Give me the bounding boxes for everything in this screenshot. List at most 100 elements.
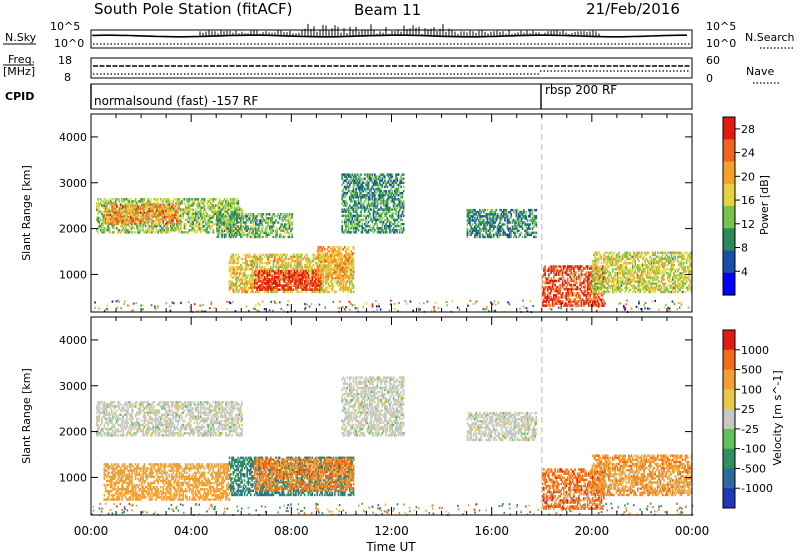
- range-cell: [143, 205, 146, 208]
- range-cell: [318, 258, 321, 261]
- range-cell: [152, 219, 155, 223]
- range-cell: [303, 274, 306, 277]
- range-cell: [283, 288, 286, 291]
- range-cell: [352, 276, 355, 280]
- range-cell: [336, 246, 339, 249]
- range-cell: [412, 309, 414, 312]
- range-cell: [251, 268, 253, 271]
- range-cell: [201, 310, 203, 313]
- range-cell: [361, 222, 364, 226]
- range-cell: [280, 288, 282, 292]
- range-cell: [374, 218, 376, 222]
- range-cell: [292, 265, 295, 269]
- range-cell: [251, 280, 253, 283]
- range-cell: [360, 196, 362, 199]
- range-cell: [343, 259, 346, 263]
- range-cell: [116, 222, 118, 226]
- range-cell: [275, 253, 277, 257]
- range-cell: [479, 213, 481, 216]
- range-cell: [374, 229, 376, 232]
- range-cell: [184, 218, 187, 222]
- range-cell: [266, 271, 268, 275]
- range-cell: [322, 258, 325, 261]
- range-cell: [417, 307, 420, 310]
- range-cell: [366, 224, 369, 228]
- range-cell: [471, 227, 474, 230]
- range-cell: [253, 284, 256, 287]
- range-cell: [220, 204, 222, 207]
- range-cell: [390, 179, 392, 182]
- range-cell: [232, 261, 235, 265]
- range-cell: [317, 266, 320, 270]
- range-cell: [303, 284, 306, 287]
- range-cell: [263, 288, 266, 291]
- range-cell: [380, 220, 382, 224]
- range-cell: [235, 222, 237, 226]
- range-cell: [243, 257, 246, 261]
- range-cell: [343, 268, 346, 271]
- range-cell: [103, 215, 106, 219]
- range-cell: [341, 198, 344, 201]
- range-cell: [328, 270, 331, 273]
- range-cell: [376, 222, 379, 226]
- range-cell: [280, 271, 282, 275]
- range-cell: [571, 308, 574, 311]
- range-cell: [397, 194, 400, 197]
- range-cell: [310, 265, 312, 269]
- range-cell: [179, 220, 182, 224]
- range-cell: [332, 300, 335, 303]
- range-cell: [318, 278, 321, 281]
- range-cell: [173, 208, 176, 211]
- range-cell: [351, 222, 354, 226]
- range-cell: [167, 215, 170, 219]
- range-cell: [518, 219, 520, 222]
- range-cell: [553, 304, 555, 307]
- range-cell: [394, 231, 396, 234]
- range-cell: [351, 216, 354, 220]
- range-cell: [376, 200, 379, 203]
- range-cell: [189, 229, 192, 232]
- range-cell: [134, 215, 137, 219]
- range-cell: [169, 207, 172, 210]
- range-cell: [162, 221, 165, 225]
- range-cell: [528, 215, 530, 218]
- range-cell: [117, 229, 119, 232]
- range-cell: [566, 267, 569, 270]
- range-cell: [561, 265, 564, 268]
- range-cell: [550, 279, 553, 283]
- range-cell: [107, 217, 109, 221]
- range-cell: [178, 231, 181, 234]
- range-cell: [341, 259, 344, 263]
- range-cell: [267, 286, 270, 289]
- range-cell: [235, 274, 237, 277]
- range-cell: [384, 231, 386, 234]
- range-cell: [345, 282, 347, 285]
- range-cell: [347, 227, 350, 230]
- range-cell: [342, 274, 345, 278]
- range-cell: [490, 213, 493, 216]
- range-cell: [267, 268, 270, 271]
- range-cell: [104, 207, 107, 210]
- range-cell: [256, 286, 258, 289]
- range-cell: [549, 271, 551, 274]
- range-cell: [311, 284, 314, 287]
- range-cell: [233, 259, 236, 263]
- range-cell: [328, 255, 331, 259]
- range-cell: [561, 275, 564, 279]
- range-cell: [371, 185, 374, 189]
- range-cell: [496, 235, 499, 239]
- range-cell: [303, 263, 306, 267]
- range-cell: [345, 222, 347, 226]
- range-cell: [182, 231, 185, 234]
- range-cell: [168, 231, 171, 234]
- range-cell: [321, 270, 324, 273]
- range-cell: [367, 173, 370, 176]
- range-cell: [397, 204, 400, 207]
- range-cell: [571, 292, 574, 295]
- range-cell: [199, 218, 202, 222]
- range-cell: [275, 276, 277, 279]
- range-cell: [238, 206, 241, 209]
- range-cell: [243, 278, 246, 281]
- range-cell: [183, 208, 186, 211]
- range-cell: [230, 268, 232, 271]
